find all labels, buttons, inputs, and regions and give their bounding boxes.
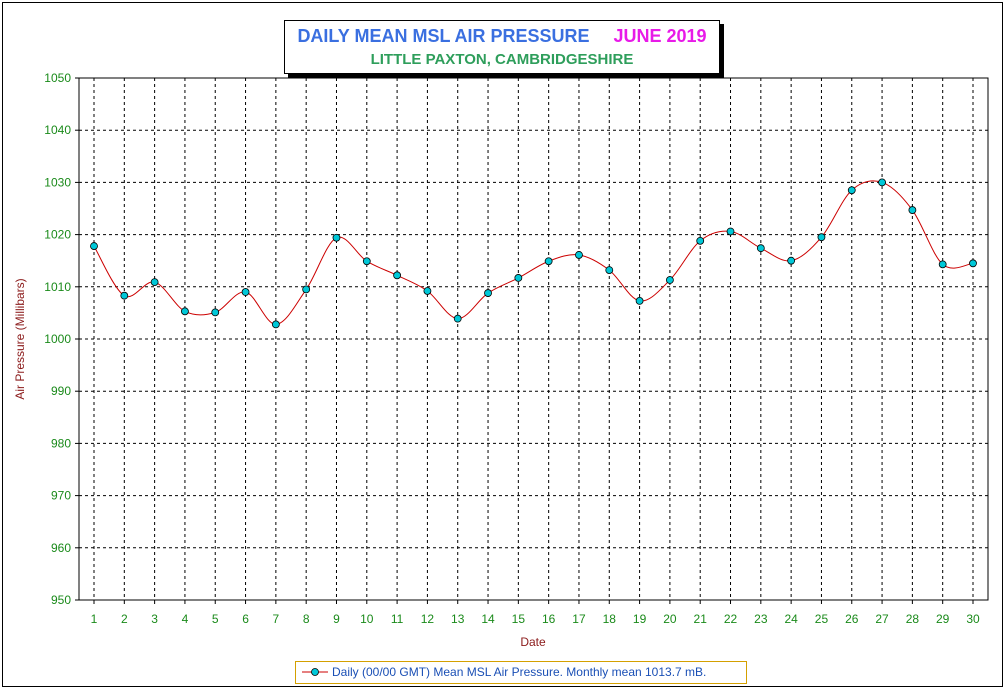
y-tick-label: 1040: [44, 123, 71, 137]
data-point: [878, 178, 886, 187]
x-tick-label: 5: [212, 612, 219, 626]
data-point: [969, 259, 977, 268]
data-point: [847, 186, 856, 195]
series-points: [90, 178, 977, 329]
data-point: [787, 256, 796, 265]
data-point: [423, 287, 432, 295]
x-tick-label: 19: [633, 612, 647, 626]
y-tick-label: 1050: [44, 71, 71, 85]
x-tick-label: 17: [572, 612, 586, 626]
x-tick-label: 10: [360, 612, 374, 626]
x-tick-label: 23: [754, 612, 768, 626]
data-point: [696, 236, 705, 245]
data-point: [211, 308, 220, 317]
y-tick-label: 950: [51, 593, 71, 607]
data-point: [938, 260, 947, 269]
x-tick-label: 21: [694, 612, 708, 626]
x-tick-label: 14: [481, 612, 495, 626]
x-tick-label: 25: [815, 612, 829, 626]
x-tick-label: 3: [151, 612, 158, 626]
data-point: [514, 274, 523, 282]
data-point: [90, 242, 98, 250]
x-tick-label: 11: [391, 612, 404, 626]
y-axis-label: Air Pressure (Millibars): [13, 278, 27, 399]
x-tick-labels: 1 2 3 4 5 6 7 8 9 10 11 12 13 14 15 16 17 18 19 20 21 22 23 24 2…: [91, 612, 980, 626]
data-point: [544, 257, 553, 266]
data-point: [271, 320, 280, 329]
x-tick-label: 13: [451, 612, 465, 626]
chart-title: DAILY MEAN MSL AIR PRESSURE: [297, 26, 590, 46]
legend-label: Daily (00/00 GMT) Mean MSL Air Pressure.…: [332, 665, 707, 679]
x-tick-label: 20: [663, 612, 677, 626]
data-point: [756, 244, 765, 253]
series-line: [93, 180, 974, 325]
x-tick-label: 6: [242, 612, 249, 626]
axes: [75, 77, 989, 604]
data-point: [362, 257, 371, 266]
y-tick-label: 1010: [44, 280, 71, 294]
legend-swatch: [302, 668, 328, 676]
data-point: [332, 233, 341, 242]
x-tick-label: 8: [303, 612, 310, 626]
x-tick-label: 27: [875, 612, 889, 626]
data-point: [302, 285, 311, 294]
title-box: DAILY MEAN MSL AIR PRESSURE JUNE 2019 LIT…: [284, 20, 720, 74]
data-point: [635, 296, 644, 305]
y-tick-label: 1000: [44, 332, 71, 346]
chart-title-month: JUNE 2019: [613, 26, 707, 46]
data-point: [665, 276, 674, 284]
x-tick-label: 15: [512, 612, 526, 626]
data-point: [575, 251, 583, 259]
y-tick-label: 1020: [44, 228, 71, 242]
plot-area-border: [78, 77, 989, 601]
grid-lines: [79, 78, 988, 600]
y-tick-label: 1030: [44, 175, 71, 189]
x-axis-label: Date: [520, 635, 546, 649]
data-point: [605, 266, 614, 274]
x-tick-label: 24: [784, 612, 798, 626]
data-point: [726, 227, 735, 236]
x-tick-label: 16: [542, 612, 556, 626]
data-point: [150, 278, 159, 287]
x-tick-label: 1: [91, 612, 98, 626]
data-point: [453, 314, 462, 323]
y-tick-label: 980: [51, 436, 71, 450]
x-tick-label: 29: [936, 612, 950, 626]
x-tick-label: 22: [724, 612, 738, 626]
x-tick-label: 30: [966, 612, 980, 626]
data-point: [120, 291, 129, 300]
data-point: [393, 271, 402, 280]
x-tick-label: 26: [845, 612, 859, 626]
y-tick-label: 970: [51, 489, 71, 503]
data-point: [908, 206, 917, 214]
x-tick-label: 4: [182, 612, 189, 626]
x-tick-label: 28: [906, 612, 920, 626]
y-tick-label: 990: [51, 384, 71, 398]
x-tick-label: 18: [603, 612, 617, 626]
y-tick-label: 960: [51, 541, 71, 555]
y-tick-labels: 950 960 970 980 990 1000 1010 1020 1030 1040 1050: [44, 71, 71, 607]
x-tick-label: 12: [421, 612, 435, 626]
chart-subtitle: LITTLE PAXTON, CAMBRIDGESHIRE: [370, 51, 634, 68]
x-tick-label: 2: [121, 612, 128, 626]
data-point: [181, 307, 189, 316]
data-point: [241, 288, 250, 296]
x-tick-label: 7: [273, 612, 280, 626]
legend: Daily (00/00 GMT) Mean MSL Air Pressure.…: [295, 661, 747, 684]
data-point: [484, 289, 492, 297]
x-tick-label: 9: [333, 612, 340, 626]
data-point: [817, 233, 826, 242]
